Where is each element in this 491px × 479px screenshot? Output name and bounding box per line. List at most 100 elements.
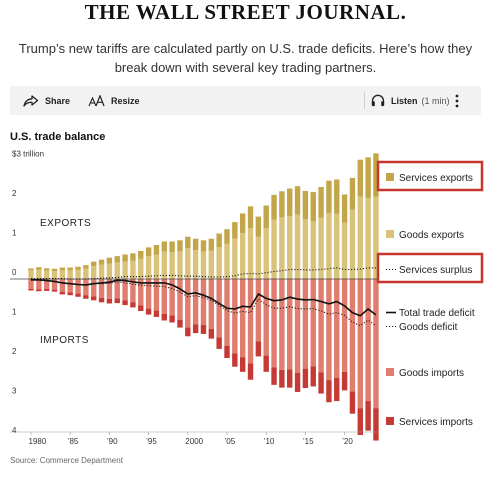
bar-services-imports [75, 293, 81, 297]
y-tick-label: 2 [12, 347, 17, 356]
bar-goods-imports [224, 279, 230, 346]
bar-goods-imports [365, 279, 371, 402]
bar-goods-exports [239, 233, 246, 279]
source-note: Source: Commerce Department [10, 456, 123, 465]
trade-balance-chart: $3 trillion 2 1 0 1 2 3 4 1980 ’85 ’90 ’95 2000 ’05 ’1… [10, 150, 484, 446]
bar-goods-imports [169, 279, 175, 316]
bar-services-imports [145, 308, 152, 315]
services-surplus-line [31, 267, 376, 280]
article-deck: Trump’s new tariffs are calculated partl… [18, 41, 473, 75]
bar-goods-exports [200, 251, 207, 279]
bar-services-exports [83, 265, 89, 269]
legend-services-imports-label: Services imports [399, 417, 473, 428]
bar-goods-imports [130, 279, 136, 303]
bar-services-imports [138, 305, 144, 311]
bar-services-imports [294, 373, 301, 392]
bar-goods-imports [232, 279, 238, 354]
bar-services-imports [114, 298, 120, 304]
bar-goods-imports [373, 279, 379, 409]
bar-services-imports [318, 372, 324, 394]
bar-services-exports [349, 177, 356, 210]
share-label: Share [45, 95, 71, 106]
bar-services-imports [51, 289, 58, 292]
bar-services-imports [43, 288, 50, 291]
bar-goods-imports [326, 279, 332, 381]
legend-goods-imports-label: Goods imports [399, 368, 464, 379]
bar-services-exports [208, 238, 215, 251]
x-tick-label: ’85 [68, 437, 79, 446]
bar-services-exports [326, 180, 332, 214]
bar-services-exports [224, 229, 230, 244]
bar-goods-imports [247, 279, 254, 364]
bar-goods-exports [36, 269, 42, 279]
bar-goods-exports [247, 228, 254, 279]
bar-goods-exports [83, 268, 89, 279]
bar-goods-exports [310, 221, 316, 279]
listen-duration: (1 min) [421, 95, 450, 106]
bar-services-exports [91, 261, 97, 266]
bar-services-exports [287, 188, 293, 217]
bar-goods-imports [59, 279, 66, 293]
bar-goods-imports [318, 279, 324, 373]
bar-services-imports [271, 367, 277, 385]
bar-services-exports [255, 216, 262, 237]
bar-goods-imports [216, 279, 222, 338]
bar-goods-exports [349, 209, 356, 279]
bar-goods-exports [130, 260, 136, 279]
bar-goods-imports [28, 279, 34, 289]
article-toolbar: Share Resize Listen (1 min) [10, 86, 481, 115]
x-tick-label: ’15 [303, 437, 314, 446]
bar-goods-exports [357, 196, 363, 279]
bar-goods-exports [287, 216, 293, 279]
bar-services-exports [232, 222, 238, 239]
legend-services-imports-swatch [386, 417, 394, 425]
bar-goods-exports [169, 252, 175, 279]
bar-goods-exports [145, 256, 152, 279]
bar-services-imports [122, 300, 128, 306]
bar-services-imports [216, 337, 222, 349]
bar-services-imports [326, 380, 332, 403]
bar-goods-exports [271, 219, 277, 279]
bar-goods-imports [106, 279, 113, 299]
y-tick-label: 3 [12, 387, 17, 396]
resize-button[interactable]: Resize [88, 86, 140, 115]
bar-goods-imports [83, 279, 89, 296]
bar-services-exports [334, 179, 340, 214]
bar-services-imports [67, 292, 73, 296]
bar-services-imports [310, 366, 316, 387]
bar-goods-imports [310, 279, 316, 367]
legend-services-surplus-label: Services surplus [399, 265, 472, 276]
more-options-button[interactable] [455, 86, 465, 115]
bar-goods-imports [192, 279, 199, 325]
bar-goods-imports [255, 279, 262, 342]
listen-button[interactable]: Listen (1 min) [371, 86, 450, 115]
bar-goods-exports [326, 213, 332, 279]
resize-label: Resize [111, 95, 140, 106]
bar-goods-imports [263, 279, 269, 356]
bar-services-imports [91, 296, 97, 301]
bar-goods-exports [208, 250, 215, 279]
bar-goods-exports [114, 262, 120, 279]
bar-goods-exports [28, 270, 34, 279]
bar-services-imports [349, 391, 356, 414]
bar-goods-exports [216, 247, 222, 279]
bar-services-exports [365, 157, 371, 199]
bar-services-imports [185, 327, 191, 337]
bar-services-imports [247, 363, 254, 380]
bar-goods-exports [67, 270, 73, 279]
bar-goods-imports [91, 279, 97, 297]
legend-goods-imports-swatch [386, 368, 394, 376]
bar-goods-exports [177, 251, 183, 279]
bar-services-exports [310, 192, 316, 222]
bar-services-exports [373, 153, 379, 197]
bar-services-exports [98, 259, 105, 265]
bar-goods-imports [153, 279, 160, 311]
bar-goods-imports [177, 279, 183, 320]
legend-services-exports-swatch [386, 173, 394, 181]
bar-services-exports [122, 254, 128, 262]
bar-services-exports [43, 268, 50, 271]
bar-services-imports [130, 302, 136, 308]
legend-services-exports-label: Services exports [399, 173, 473, 184]
share-button[interactable]: Share [23, 86, 70, 115]
bar-goods-exports [192, 250, 199, 279]
